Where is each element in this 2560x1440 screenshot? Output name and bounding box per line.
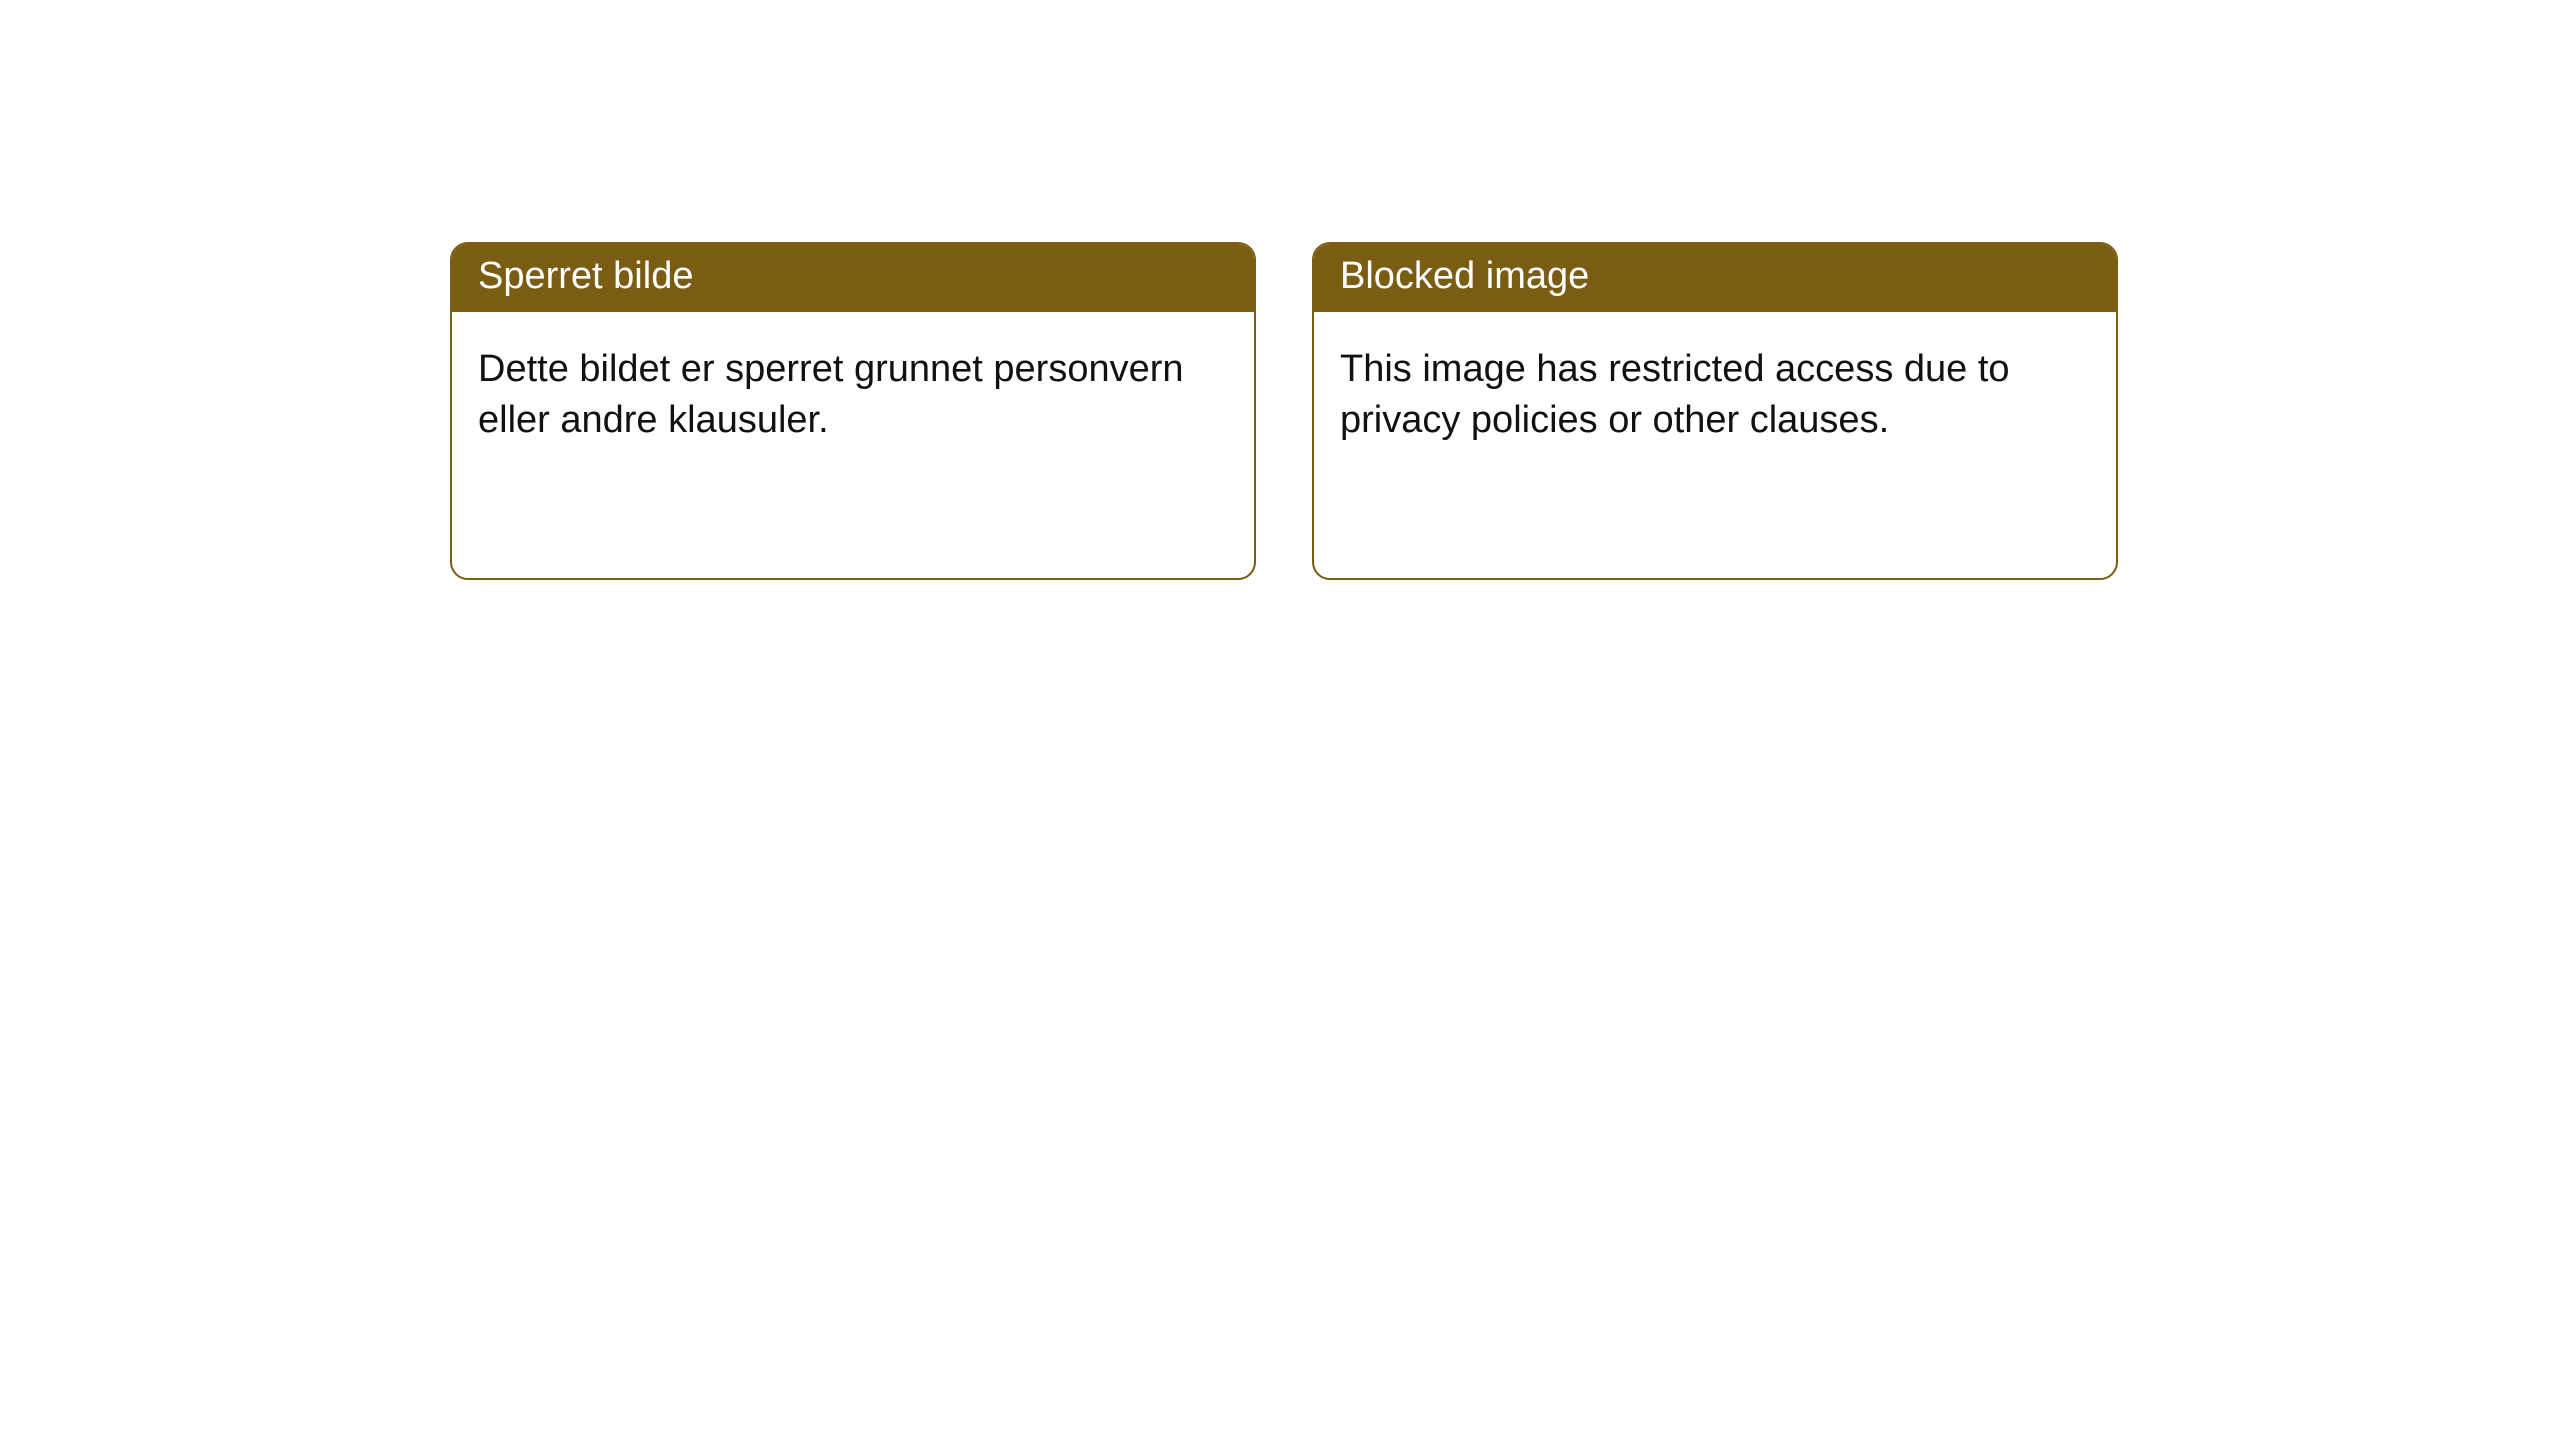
notice-cards-container: Sperret bilde Dette bildet er sperret gr…: [0, 0, 2560, 580]
notice-card-english: Blocked image This image has restricted …: [1312, 242, 2118, 580]
card-header: Blocked image: [1314, 244, 2116, 312]
card-body-text: Dette bildet er sperret grunnet personve…: [478, 348, 1184, 441]
card-body: Dette bildet er sperret grunnet personve…: [452, 312, 1254, 473]
card-header: Sperret bilde: [452, 244, 1254, 312]
notice-card-norwegian: Sperret bilde Dette bildet er sperret gr…: [450, 242, 1256, 580]
card-title: Sperret bilde: [478, 255, 693, 297]
card-body: This image has restricted access due to …: [1314, 312, 2116, 473]
card-body-text: This image has restricted access due to …: [1340, 348, 2010, 441]
card-title: Blocked image: [1340, 255, 1589, 297]
